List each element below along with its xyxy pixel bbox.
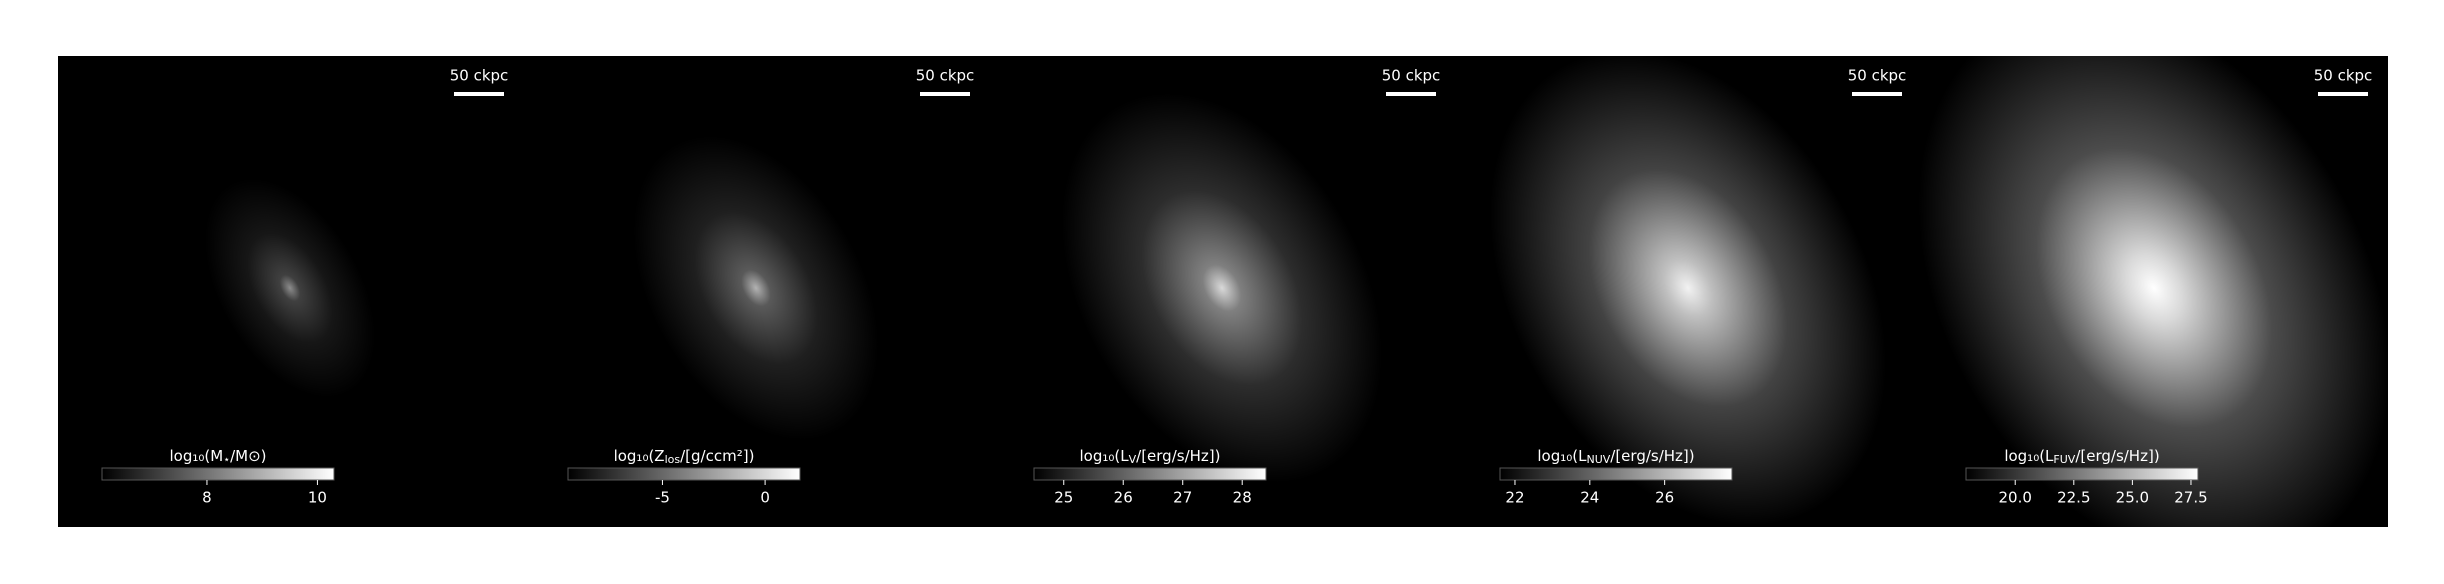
colorbar-tick-label: 27.5 [2174,489,2207,507]
colorbar-tick-label: 28 [1233,489,1252,507]
galaxy-image [1061,93,1383,483]
colorbar-tick-label: 0 [760,489,770,507]
scalebar-label: 50 ckpc [1382,67,1441,85]
scalebar-label: 50 ckpc [1848,67,1907,85]
scalebar-label: 50 ckpc [2314,67,2373,85]
colorbar-label-subscript: FUV [2053,453,2075,466]
colorbar-tick-label: 27 [1173,489,1192,507]
colorbar-label-rest: /[g/ccm²]) [680,447,754,465]
panel: 50 ckpc log₁₀(Zlos/[g/ccm²]) -5 0 [524,56,990,527]
colorbar-label-subscript: los [665,453,681,466]
colorbar-tick-label: 20.0 [1999,489,2032,507]
galaxy-image [1918,7,2390,569]
colorbar-label: log₁₀(LFUV/[erg/s/Hz]) [2004,447,2159,467]
colorbar-label-subscript: V [1129,453,1137,466]
galaxy-image [204,178,376,398]
galaxy-image [1489,50,1887,526]
colorbar [1499,467,1733,481]
colorbar-tick-label: 8 [202,489,212,507]
colorbar-tick-label: 26 [1114,489,1133,507]
colorbar-label-main: log₁₀(M [170,447,224,465]
scalebar-label: 50 ckpc [450,67,509,85]
colorbar-label-rest: /[erg/s/Hz]) [1610,447,1694,465]
colorbar-label-subscript: NUV [1586,453,1610,466]
panel: 50 ckpc log₁₀(LV/[erg/s/Hz]) 25 26 27 28 [990,56,1456,527]
colorbar-tick-label: 25.0 [2116,489,2149,507]
panel: 50 ckpc log₁₀(M⋆/M⊙) 8 10 [58,56,524,527]
colorbar-tick-label: 22.5 [2057,489,2090,507]
colorbar-tick-label: 26 [1655,489,1674,507]
colorbar-tick-label: 10 [308,489,327,507]
colorbar [101,467,335,481]
colorbar-label-rest: /[erg/s/Hz]) [2075,447,2159,465]
colorbar-label: log₁₀(LNUV/[erg/s/Hz]) [1537,447,1694,467]
colorbar-label-main: log₁₀(Z [614,447,665,465]
colorbar-label-rest: /[erg/s/Hz]) [1136,447,1220,465]
colorbar-label-main: log₁₀(L [2004,447,2054,465]
colorbar-label: log₁₀(M⋆/M⊙) [170,447,267,467]
panel: 50 ckpc log₁₀(LNUV/[erg/s/Hz]) 22 24 26 [1456,50,1922,527]
colorbar [1033,467,1267,481]
colorbar-label-main: log₁₀(L [1537,447,1587,465]
colorbar-label-main: log₁₀(L [1080,447,1130,465]
panel: 50 ckpc log₁₀(LFUV/[erg/s/Hz]) 20.0 22.5 25.… [1918,7,2390,569]
colorbar-tick-label: -5 [655,489,670,507]
colorbar-label-subscript: ⋆ [223,453,230,466]
colorbar-label: log₁₀(Zlos/[g/ccm²]) [614,447,755,467]
colorbar-tick-label: 24 [1580,489,1599,507]
colorbar-tick-label: 25 [1054,489,1073,507]
galaxy-image [633,135,879,441]
colorbar-tick-label: 22 [1505,489,1524,507]
colorbar-label-rest: /M⊙) [230,447,266,465]
colorbar [567,467,801,481]
colorbar-label: log₁₀(LV/[erg/s/Hz]) [1080,447,1221,467]
colorbar [1965,467,2199,481]
scalebar-label: 50 ckpc [916,67,975,85]
